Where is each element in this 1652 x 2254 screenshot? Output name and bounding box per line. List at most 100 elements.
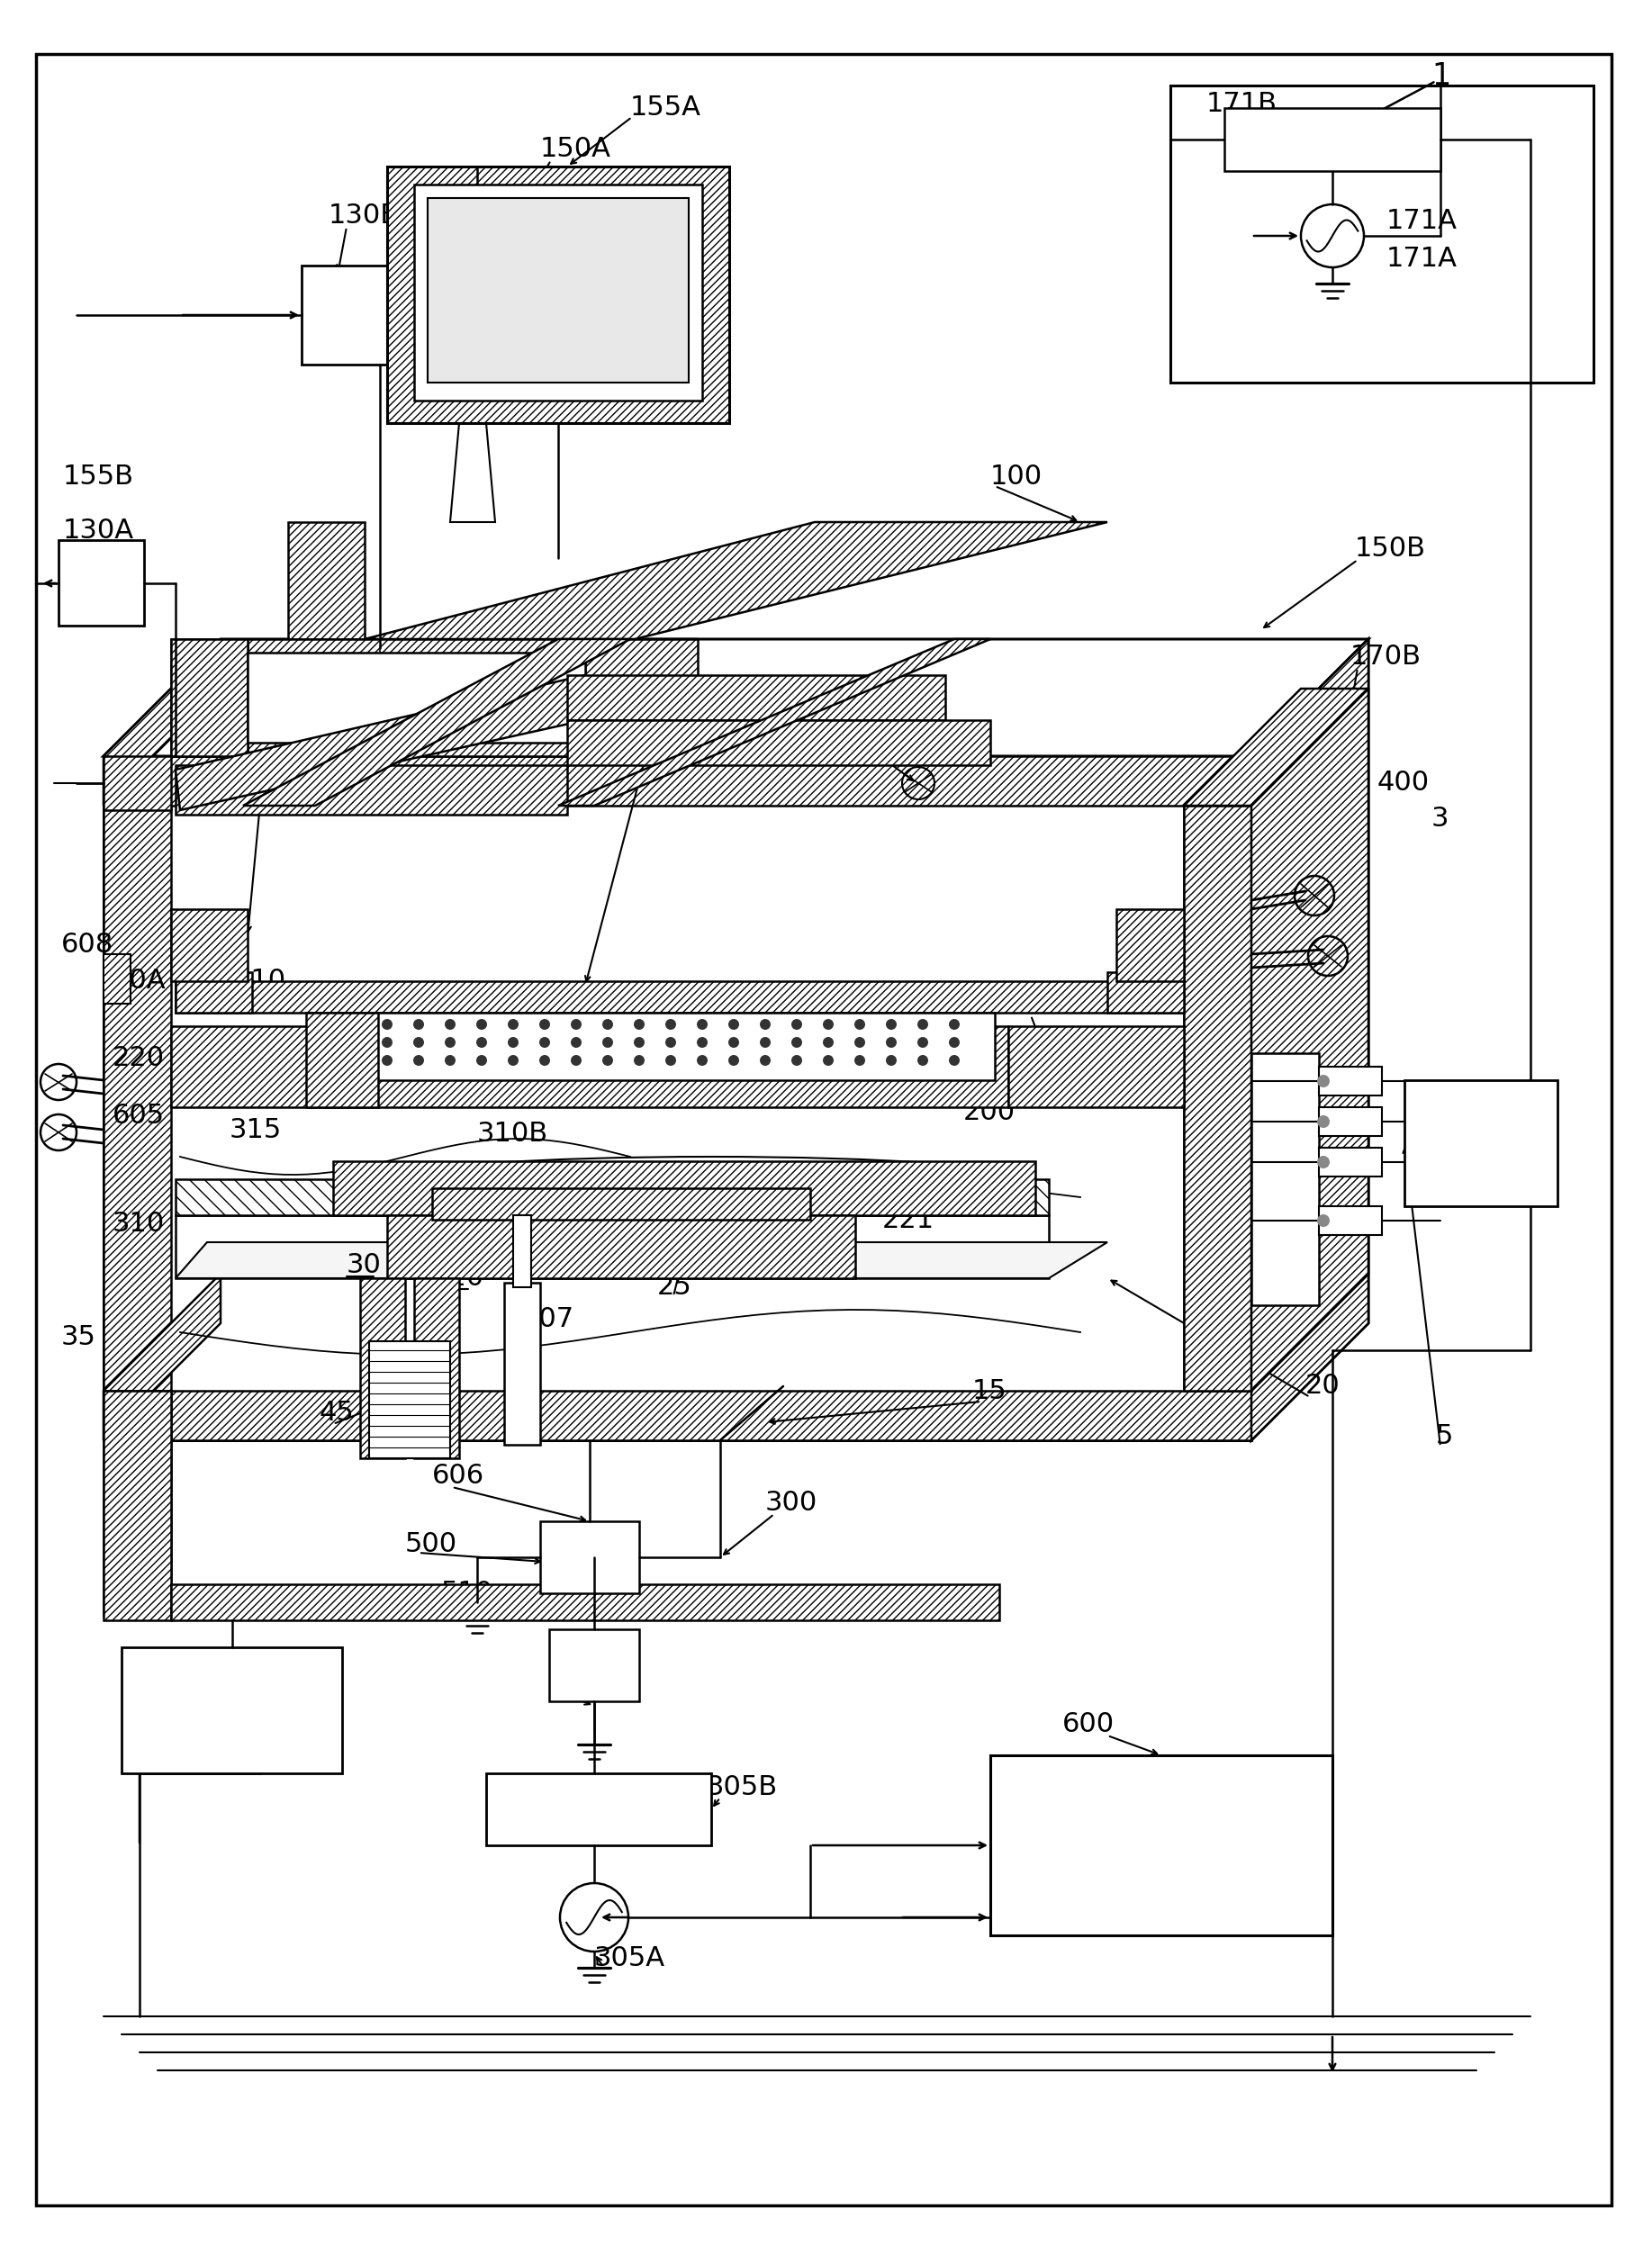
Polygon shape bbox=[104, 1274, 221, 1440]
Circle shape bbox=[1317, 1215, 1330, 1226]
Text: 171A: 171A bbox=[1386, 207, 1457, 234]
Circle shape bbox=[666, 1055, 676, 1066]
Bar bbox=[1224, 108, 1441, 171]
Circle shape bbox=[697, 1019, 707, 1030]
Polygon shape bbox=[172, 640, 697, 755]
Bar bbox=[172, 640, 248, 755]
Circle shape bbox=[854, 1055, 866, 1066]
Circle shape bbox=[634, 1019, 644, 1030]
Text: 10: 10 bbox=[61, 577, 96, 602]
Text: 300: 300 bbox=[765, 1490, 818, 1517]
Circle shape bbox=[507, 1037, 519, 1048]
Bar bbox=[104, 755, 172, 1440]
Bar bbox=[104, 1391, 1251, 1440]
Circle shape bbox=[791, 1037, 803, 1048]
Text: 40: 40 bbox=[235, 1670, 269, 1697]
Bar bbox=[1117, 908, 1184, 980]
Bar bbox=[302, 266, 459, 365]
Bar bbox=[122, 1648, 342, 1774]
Circle shape bbox=[885, 1037, 897, 1048]
Text: 600: 600 bbox=[1062, 1711, 1115, 1738]
Polygon shape bbox=[1251, 690, 1368, 1391]
Circle shape bbox=[603, 1019, 613, 1030]
Circle shape bbox=[854, 1019, 866, 1030]
Circle shape bbox=[572, 1019, 582, 1030]
Circle shape bbox=[413, 1037, 425, 1048]
Text: 35: 35 bbox=[61, 1323, 96, 1350]
Circle shape bbox=[885, 1019, 897, 1030]
Text: 130A: 130A bbox=[63, 518, 134, 543]
Text: 600: 600 bbox=[1133, 1830, 1189, 1860]
Text: 400: 400 bbox=[253, 771, 304, 796]
Bar bbox=[248, 640, 585, 755]
Text: 210: 210 bbox=[235, 969, 286, 994]
Circle shape bbox=[823, 1037, 834, 1048]
Text: 50A: 50A bbox=[112, 969, 167, 994]
Text: 230: 230 bbox=[441, 987, 494, 1012]
Bar bbox=[585, 640, 697, 755]
Text: 20: 20 bbox=[1305, 1373, 1340, 1400]
Circle shape bbox=[1317, 1116, 1330, 1127]
Circle shape bbox=[572, 1037, 582, 1048]
Polygon shape bbox=[449, 424, 496, 523]
Text: 306: 306 bbox=[563, 1675, 615, 1702]
Bar bbox=[428, 198, 689, 383]
Text: 608: 608 bbox=[61, 933, 114, 958]
Text: 25: 25 bbox=[657, 1274, 692, 1301]
Circle shape bbox=[603, 1037, 613, 1048]
Polygon shape bbox=[287, 523, 365, 640]
Polygon shape bbox=[567, 676, 945, 719]
Polygon shape bbox=[1184, 690, 1368, 805]
Text: 170A: 170A bbox=[887, 739, 958, 764]
Text: 500: 500 bbox=[405, 1530, 458, 1558]
Circle shape bbox=[507, 1055, 519, 1066]
Text: 603: 603 bbox=[1287, 1134, 1340, 1161]
Circle shape bbox=[760, 1055, 770, 1066]
Text: 55: 55 bbox=[648, 717, 682, 742]
Circle shape bbox=[634, 1037, 644, 1048]
Text: 221: 221 bbox=[882, 1206, 935, 1233]
Circle shape bbox=[760, 1037, 770, 1048]
Bar bbox=[514, 1215, 532, 1287]
Bar bbox=[1318, 1147, 1383, 1177]
Polygon shape bbox=[175, 1242, 1107, 1278]
Circle shape bbox=[948, 1019, 960, 1030]
Bar bbox=[1251, 1053, 1318, 1305]
Text: 305A: 305A bbox=[595, 1945, 666, 1970]
Circle shape bbox=[572, 1055, 582, 1066]
Text: 605: 605 bbox=[112, 1102, 165, 1129]
Bar bbox=[373, 1012, 995, 1080]
Text: 130B: 130B bbox=[329, 203, 400, 230]
Bar bbox=[1318, 1107, 1383, 1136]
Text: 200: 200 bbox=[963, 1098, 1016, 1125]
Bar bbox=[175, 980, 1184, 1012]
Circle shape bbox=[413, 1055, 425, 1066]
Circle shape bbox=[729, 1037, 738, 1048]
Circle shape bbox=[603, 1055, 613, 1066]
Bar bbox=[360, 1278, 405, 1458]
Text: 3: 3 bbox=[1431, 807, 1449, 832]
Polygon shape bbox=[1251, 1274, 1368, 1440]
Bar bbox=[1008, 1026, 1184, 1107]
Circle shape bbox=[729, 1019, 738, 1030]
Bar bbox=[172, 1026, 360, 1107]
Circle shape bbox=[823, 1019, 834, 1030]
Polygon shape bbox=[175, 764, 567, 814]
Circle shape bbox=[823, 1055, 834, 1066]
Circle shape bbox=[476, 1055, 487, 1066]
Circle shape bbox=[791, 1019, 803, 1030]
Text: 220: 220 bbox=[112, 1044, 165, 1071]
Text: 150B: 150B bbox=[1355, 536, 1426, 561]
Bar bbox=[172, 640, 248, 755]
Bar bbox=[1107, 971, 1184, 1012]
Circle shape bbox=[476, 1019, 487, 1030]
Bar bbox=[104, 1391, 172, 1621]
Bar bbox=[540, 1521, 639, 1594]
Text: PUMP: PUMP bbox=[187, 1697, 278, 1724]
Bar bbox=[104, 755, 1251, 1440]
Polygon shape bbox=[243, 640, 629, 805]
Text: 604: 604 bbox=[1287, 1192, 1340, 1219]
Text: 602: 602 bbox=[1287, 1093, 1340, 1120]
Bar bbox=[415, 1278, 459, 1458]
Text: 170B: 170B bbox=[1350, 645, 1421, 669]
